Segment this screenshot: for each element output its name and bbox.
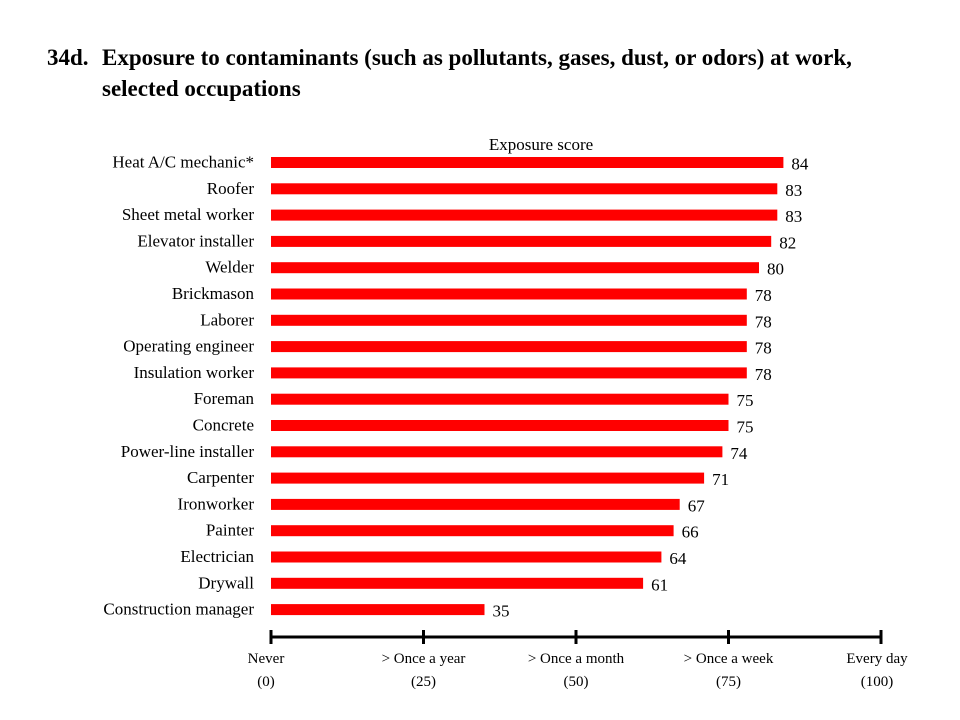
value-label: 74	[730, 444, 748, 463]
bar	[271, 525, 674, 537]
category-label: Drywall	[198, 573, 254, 592]
category-label: Electrician	[180, 547, 254, 566]
bar	[271, 393, 729, 405]
value-label: 66	[682, 523, 699, 542]
tick-label-value: (75)	[716, 674, 741, 690]
axis-title: Exposure score	[489, 135, 593, 154]
category-label: Power-line installer	[121, 442, 255, 461]
bar	[271, 235, 772, 247]
category-label: Laborer	[200, 310, 254, 329]
bar	[271, 262, 759, 274]
value-label: 83	[785, 207, 802, 226]
chart-title-number: 34d.	[47, 45, 89, 70]
bar	[271, 183, 778, 195]
value-label: 78	[755, 286, 772, 305]
bar	[271, 446, 723, 458]
tick-label-value: (100)	[861, 674, 894, 690]
chart-title-text: Exposure to contaminants (such as pollut…	[102, 45, 852, 101]
bar	[271, 367, 747, 379]
category-label: Operating engineer	[123, 337, 254, 356]
value-label: 75	[737, 391, 754, 410]
category-label: Construction manager	[103, 600, 254, 619]
bar	[271, 209, 778, 221]
value-label: 67	[688, 496, 706, 515]
value-label: 78	[755, 365, 772, 384]
bar	[271, 420, 729, 431]
tick-label-value: (50)	[564, 674, 589, 690]
value-label: 84	[791, 155, 809, 174]
bar	[271, 551, 662, 563]
tick-label: > Once a month	[528, 651, 625, 667]
bar	[271, 314, 747, 326]
bar	[271, 604, 485, 616]
value-label: 75	[737, 418, 754, 437]
bar	[271, 288, 747, 300]
tick-label-value: (25)	[411, 674, 436, 690]
value-label: 78	[755, 339, 772, 358]
category-label: Concrete	[193, 416, 254, 435]
category-label: Brickmason	[172, 284, 255, 303]
bar	[271, 341, 747, 353]
category-label: Painter	[206, 521, 254, 540]
value-label: 83	[785, 181, 802, 200]
value-label: 64	[669, 549, 687, 568]
category-label: Elevator installer	[137, 231, 254, 250]
bar	[271, 498, 680, 510]
category-label: Insulation worker	[134, 363, 255, 382]
category-label: Ironworker	[178, 494, 255, 513]
tick-label: > Once a year	[382, 651, 466, 667]
category-label: Foreman	[194, 389, 255, 408]
category-label: Heat A/C mechanic*	[112, 153, 254, 172]
category-label: Welder	[205, 258, 254, 277]
value-label: 80	[767, 260, 784, 279]
tick-label-value: (0)	[257, 674, 275, 690]
category-label: Carpenter	[187, 468, 254, 487]
value-label: 61	[651, 575, 668, 594]
bar	[271, 577, 644, 589]
category-label: Roofer	[207, 179, 255, 198]
value-label: 35	[493, 602, 510, 621]
bar	[271, 157, 784, 168]
category-label: Sheet metal worker	[122, 205, 255, 224]
value-label: 78	[755, 312, 772, 331]
tick-label: Every day	[846, 651, 908, 667]
value-label: 82	[779, 233, 796, 252]
bar	[271, 472, 705, 484]
tick-label: Never	[248, 651, 285, 667]
value-label: 71	[712, 470, 729, 489]
tick-label: > Once a week	[684, 651, 774, 667]
